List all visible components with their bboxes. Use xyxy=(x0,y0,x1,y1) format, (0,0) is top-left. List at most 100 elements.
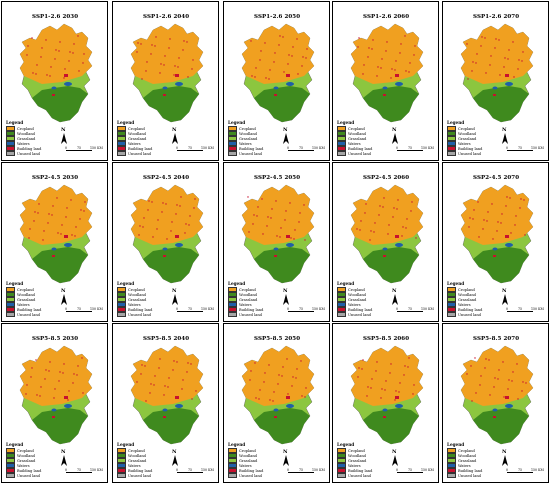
panel-title: SSP5-8.5 2030 xyxy=(32,336,79,342)
building-spot xyxy=(405,227,407,229)
scale-tick-label: 0 xyxy=(176,468,179,472)
legend-item: Unused land xyxy=(447,150,481,157)
building-spot xyxy=(476,53,478,55)
building-spot xyxy=(283,71,285,73)
legend-label: Grassland xyxy=(128,458,147,463)
legend-label: Cropland xyxy=(348,448,365,453)
building-spot xyxy=(181,388,183,390)
legend-title: Legend xyxy=(337,281,355,286)
cropland-region xyxy=(242,185,314,245)
legend-label: Unused land xyxy=(458,473,481,478)
building-spot xyxy=(189,215,191,217)
north-arrow-icon: N xyxy=(170,449,180,468)
building-spot xyxy=(305,57,307,59)
scale-bar-line xyxy=(507,472,533,474)
legend-label: Woodland xyxy=(17,453,35,458)
building-spot xyxy=(194,198,196,200)
building-spot xyxy=(377,66,379,68)
legend-label: Grassland xyxy=(348,136,367,141)
building-spot xyxy=(43,230,45,232)
north-arrow-icon: N xyxy=(390,288,400,307)
land-use-map xyxy=(19,184,93,284)
building-spot xyxy=(184,232,186,234)
city-area xyxy=(175,74,179,77)
building-spot xyxy=(191,398,193,400)
scale-bar-line xyxy=(177,311,203,313)
building-spot xyxy=(254,362,256,364)
scale-tick-label: 0 xyxy=(287,307,290,311)
building-spot xyxy=(187,362,189,364)
building-spot xyxy=(408,71,410,73)
building-spot xyxy=(145,400,147,402)
scale-tick-label: 0 xyxy=(506,468,509,472)
building-spot xyxy=(472,61,474,63)
legend-item: Unused land xyxy=(337,150,371,157)
city-area xyxy=(395,235,399,238)
scenario-map-panel: SSP1-2.6 2050 Legend Cropland Woodland Grass… xyxy=(223,1,330,161)
city-area xyxy=(175,396,179,399)
lake xyxy=(395,82,403,86)
building-spot xyxy=(507,388,509,390)
building-spot xyxy=(278,374,280,376)
legend-title: Legend xyxy=(6,120,24,125)
building-spot xyxy=(492,238,494,240)
building-spot xyxy=(361,368,363,370)
scale-bar-line xyxy=(177,472,203,474)
building-spot xyxy=(145,70,147,72)
cropland-region xyxy=(131,185,203,245)
city-area xyxy=(286,74,290,77)
legend-label: Grassland xyxy=(348,458,367,463)
woodland-region xyxy=(143,408,199,444)
building-spot xyxy=(387,233,389,235)
lake xyxy=(395,404,403,408)
building-spot xyxy=(296,38,298,40)
north-label: N xyxy=(392,288,397,294)
building-spot xyxy=(516,363,518,365)
building-spot xyxy=(57,232,59,234)
building-spot xyxy=(475,392,477,394)
building-spot xyxy=(269,69,271,71)
building-spot xyxy=(294,229,296,231)
scale-tick-label: 75 xyxy=(77,146,82,150)
legend-label: Unused land xyxy=(458,151,481,156)
building-spot xyxy=(151,201,153,203)
building-spot xyxy=(41,47,43,49)
legend-label: Cropland xyxy=(458,448,475,453)
building-spot xyxy=(255,397,257,399)
building-spot xyxy=(390,77,392,79)
building-spot xyxy=(384,389,386,391)
scale-tick-label: 0 xyxy=(176,307,179,311)
building-spot xyxy=(76,374,78,376)
land-use-map xyxy=(130,345,204,445)
legend-item: Unused land xyxy=(228,150,262,157)
legend-swatch xyxy=(447,311,456,318)
building-spot xyxy=(470,365,472,367)
legend-swatch xyxy=(117,311,126,318)
scale-bar-line xyxy=(507,311,533,313)
legend: Legend Cropland Woodland Grassland Waters Bui… xyxy=(337,442,372,479)
north-arrow-icon: N xyxy=(59,449,69,468)
building-spot xyxy=(82,62,84,64)
building-spot xyxy=(494,47,496,49)
lake xyxy=(51,86,57,90)
scale-bar: 0 75 150 KM xyxy=(284,468,329,477)
legend-label: Unused land xyxy=(239,312,262,317)
scenario-map-panel: SSP2-4.5 2050 Legend Cropland Woodland Grass… xyxy=(223,162,330,322)
legend-label: Cropland xyxy=(348,287,365,292)
legend-label: Woodland xyxy=(17,131,35,136)
building-spot xyxy=(501,213,503,215)
building-spot xyxy=(190,363,192,365)
building-spot xyxy=(65,216,67,218)
land-use-map xyxy=(350,23,424,123)
building-spot xyxy=(304,239,306,241)
building-spot xyxy=(267,216,269,218)
building-spot xyxy=(140,43,142,45)
land-use-map xyxy=(241,23,315,123)
scale-tick-label: 0 xyxy=(65,468,68,472)
legend-label: Waters xyxy=(239,463,252,468)
scale-tick-label: 150 KM xyxy=(90,468,103,472)
legend-label: Cropland xyxy=(17,448,34,453)
scale-tick-label: 75 xyxy=(299,307,304,311)
woodland-region xyxy=(473,408,529,444)
building-spot xyxy=(362,359,364,361)
